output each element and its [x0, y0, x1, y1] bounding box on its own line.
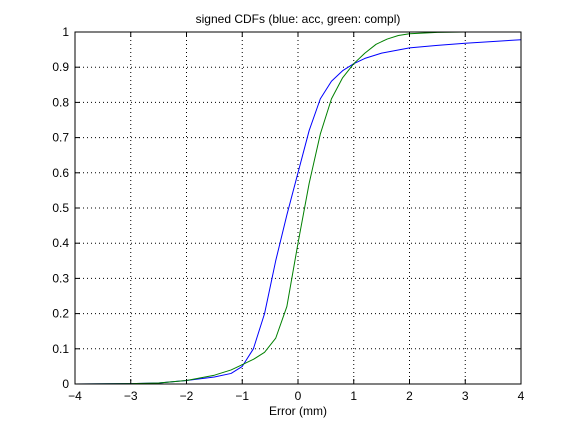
x-axis-label: Error (mm)	[269, 404, 327, 418]
y-tick-label: 0.1	[52, 342, 69, 356]
x-tick-label: 3	[462, 389, 469, 403]
x-tick-label: 0	[295, 389, 302, 403]
y-tick-label: 0.2	[52, 307, 69, 321]
y-tick-label: 0.3	[52, 271, 69, 285]
y-tick-label: 0.4	[52, 236, 69, 250]
x-tick-label: 1	[350, 389, 357, 403]
series-line-green	[74, 31, 521, 385]
x-tick-label: 4	[518, 389, 525, 403]
y-tick-label: 0.5	[52, 201, 69, 215]
y-tick-label: 1	[62, 25, 69, 39]
y-tick-label: 0	[62, 377, 69, 391]
x-tick-label: −2	[180, 389, 194, 403]
series-line-blue	[74, 39, 522, 385]
x-tick-label: −1	[235, 389, 249, 403]
axis-ticks	[74, 31, 522, 385]
chart-title: signed CDFs (blue: acc, green: compl)	[196, 12, 401, 26]
grid-lines	[75, 32, 521, 384]
y-tick-label: 0.7	[52, 131, 69, 145]
x-axis-tick-labels: −4 −3 −2 −1 0 1 2 3 4	[68, 389, 525, 403]
data-series	[74, 31, 522, 385]
x-tick-label: −4	[68, 389, 82, 403]
y-tick-label: 0.9	[52, 60, 69, 74]
y-tick-label: 0.6	[52, 166, 69, 180]
y-axis-tick-labels: 0 0.1 0.2 0.3 0.4 0.5 0.6 0.7 0.8 0.9 1	[52, 25, 69, 391]
x-tick-label: −3	[124, 389, 138, 403]
y-tick-label: 0.8	[52, 95, 69, 109]
x-tick-label: 2	[406, 389, 413, 403]
